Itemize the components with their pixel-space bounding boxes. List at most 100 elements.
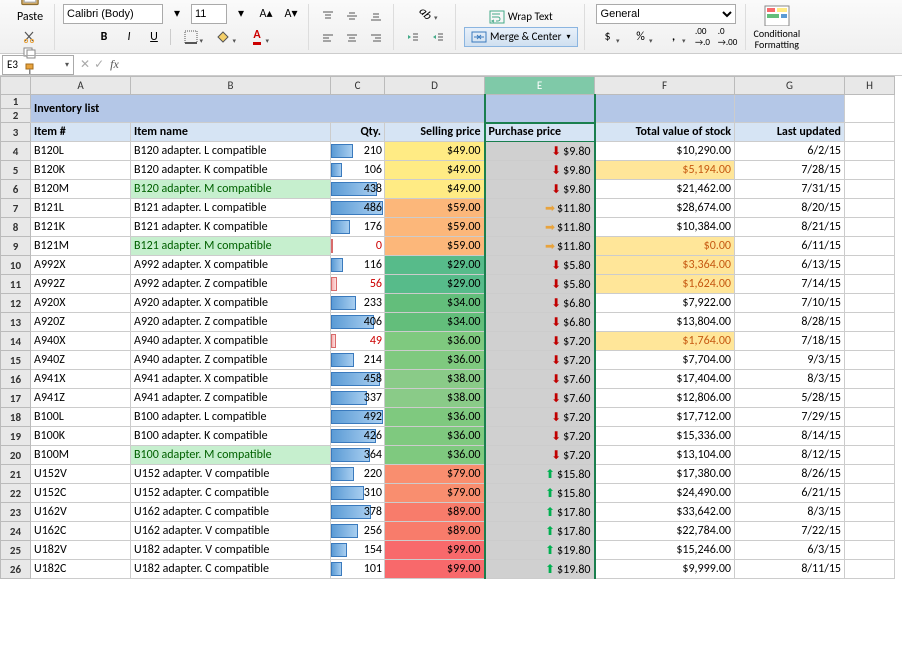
cell-A24[interactable]: U162C	[31, 522, 131, 541]
cell-B13[interactable]: A920 adapter. Z compatible	[131, 313, 331, 332]
hdr-updated[interactable]: Last updated	[735, 123, 845, 142]
cell-F19[interactable]: $15,336.00	[595, 427, 735, 446]
cell-H10[interactable]	[845, 256, 895, 275]
decrease-decimal-button[interactable]: .0→.00	[717, 27, 739, 47]
cell-E26[interactable]: ⬆$19.80	[485, 560, 595, 579]
cell-D20[interactable]: $36.00	[385, 446, 485, 465]
font-size-dropdown[interactable]: ▾	[230, 4, 252, 24]
cell-A16[interactable]: A941X	[31, 370, 131, 389]
worksheet-grid[interactable]: ABCDEFGH1 Inventory list 23 Item # Item …	[0, 76, 902, 654]
cell-A19[interactable]: B100K	[31, 427, 131, 446]
merge-center-button[interactable]: Merge & Center ▾	[464, 27, 578, 47]
cell-H16[interactable]	[845, 370, 895, 389]
cell-F6[interactable]: $21,462.00	[595, 180, 735, 199]
title-cell[interactable]: Inventory list	[31, 95, 485, 123]
cell-D25[interactable]: $99.00	[385, 541, 485, 560]
col-header-F[interactable]: F	[595, 77, 735, 95]
fill-color-button[interactable]	[209, 27, 239, 47]
cell-F17[interactable]: $12,806.00	[595, 389, 735, 408]
cell-C19[interactable]: 426	[331, 427, 385, 446]
row-header-17[interactable]: 17	[1, 389, 31, 408]
cell-E16[interactable]: ⬇$7.60	[485, 370, 595, 389]
cell-A10[interactable]: A992X	[31, 256, 131, 275]
cell-B6[interactable]: B120 adapter. M compatible	[131, 180, 331, 199]
comma-format-button[interactable]: ,	[659, 27, 689, 47]
cell-G9[interactable]: 6/11/15	[735, 237, 845, 256]
select-all-corner[interactable]	[1, 77, 31, 95]
cell-C5[interactable]: 106	[331, 161, 385, 180]
cell-E15[interactable]: ⬇$7.20	[485, 351, 595, 370]
cell-B21[interactable]: U152 adapter. V compatible	[131, 465, 331, 484]
italic-button[interactable]: I	[118, 27, 140, 47]
cell-A14[interactable]: A940X	[31, 332, 131, 351]
cell-G24[interactable]: 7/22/15	[735, 522, 845, 541]
cell-E4[interactable]: ⬇$9.80	[485, 142, 595, 161]
cell-F21[interactable]: $17,380.00	[595, 465, 735, 484]
cell-C12[interactable]: 233	[331, 294, 385, 313]
cell-C22[interactable]: 310	[331, 484, 385, 503]
cell-F7[interactable]: $28,674.00	[595, 199, 735, 218]
cell-A11[interactable]: A992Z	[31, 275, 131, 294]
cell-H11[interactable]	[845, 275, 895, 294]
cell-C17[interactable]: 337	[331, 389, 385, 408]
cell-A23[interactable]: U162V	[31, 503, 131, 522]
cell-E18[interactable]: ⬇$7.20	[485, 408, 595, 427]
border-button[interactable]	[176, 27, 206, 47]
cell-E10[interactable]: ⬇$5.80	[485, 256, 595, 275]
cell-G5[interactable]: 7/28/15	[735, 161, 845, 180]
cancel-formula-button[interactable]: ✕	[80, 57, 90, 72]
cut-button[interactable]	[21, 30, 39, 44]
row-header-12[interactable]: 12	[1, 294, 31, 313]
cell-G17[interactable]: 5/28/15	[735, 389, 845, 408]
col-header-B[interactable]: B	[131, 77, 331, 95]
cell-B17[interactable]: A941 adapter. Z compatible	[131, 389, 331, 408]
row-header-24[interactable]: 24	[1, 522, 31, 541]
cell-A6[interactable]: B120M	[31, 180, 131, 199]
row-header-16[interactable]: 16	[1, 370, 31, 389]
cell-C15[interactable]: 214	[331, 351, 385, 370]
cell-F10[interactable]: $3,364.00	[595, 256, 735, 275]
cell-D6[interactable]: $49.00	[385, 180, 485, 199]
col-header-D[interactable]: D	[385, 77, 485, 95]
cell-D24[interactable]: $89.00	[385, 522, 485, 541]
cell-H19[interactable]	[845, 427, 895, 446]
cell-G26[interactable]: 8/11/15	[735, 560, 845, 579]
row-header-11[interactable]: 11	[1, 275, 31, 294]
decrease-indent-button[interactable]	[402, 27, 424, 47]
cell-B26[interactable]: U182 adapter. C compatible	[131, 560, 331, 579]
row-header-7[interactable]: 7	[1, 199, 31, 218]
cell-B4[interactable]: B120 adapter. L compatible	[131, 142, 331, 161]
formula-input[interactable]	[123, 55, 902, 75]
cell-G18[interactable]: 7/29/15	[735, 408, 845, 427]
cell-F5[interactable]: $5,194.00	[595, 161, 735, 180]
cell-B10[interactable]: A992 adapter. X compatible	[131, 256, 331, 275]
cell-C23[interactable]: 378	[331, 503, 385, 522]
cell-H3[interactable]	[845, 123, 895, 142]
cell-F12[interactable]: $7,922.00	[595, 294, 735, 313]
cell-D18[interactable]: $36.00	[385, 408, 485, 427]
cell-H21[interactable]	[845, 465, 895, 484]
font-name-dropdown[interactable]: ▾	[166, 4, 188, 24]
cell-G11[interactable]: 7/14/15	[735, 275, 845, 294]
cell-G19[interactable]: 8/14/15	[735, 427, 845, 446]
cell-G25[interactable]: 6/3/15	[735, 541, 845, 560]
cell-C16[interactable]: 458	[331, 370, 385, 389]
col-header-H[interactable]: H	[845, 77, 895, 95]
cell-D10[interactable]: $29.00	[385, 256, 485, 275]
cell-E1[interactable]	[485, 95, 595, 123]
cell-E21[interactable]: ⬆$15.80	[485, 465, 595, 484]
align-bottom-button[interactable]	[365, 6, 387, 26]
cell-D4[interactable]: $49.00	[385, 142, 485, 161]
cell-G14[interactable]: 7/18/15	[735, 332, 845, 351]
col-header-E[interactable]: E	[485, 77, 595, 95]
cell-B20[interactable]: B100 adapter. M compatible	[131, 446, 331, 465]
cell-C10[interactable]: 116	[331, 256, 385, 275]
cell-B25[interactable]: U182 adapter. V compatible	[131, 541, 331, 560]
cell-D13[interactable]: $34.00	[385, 313, 485, 332]
cell-G6[interactable]: 7/31/15	[735, 180, 845, 199]
cell-H13[interactable]	[845, 313, 895, 332]
cell-A18[interactable]: B100L	[31, 408, 131, 427]
row-header-15[interactable]: 15	[1, 351, 31, 370]
cell-E9[interactable]: ➡$11.80	[485, 237, 595, 256]
percent-format-button[interactable]: %	[626, 27, 656, 47]
